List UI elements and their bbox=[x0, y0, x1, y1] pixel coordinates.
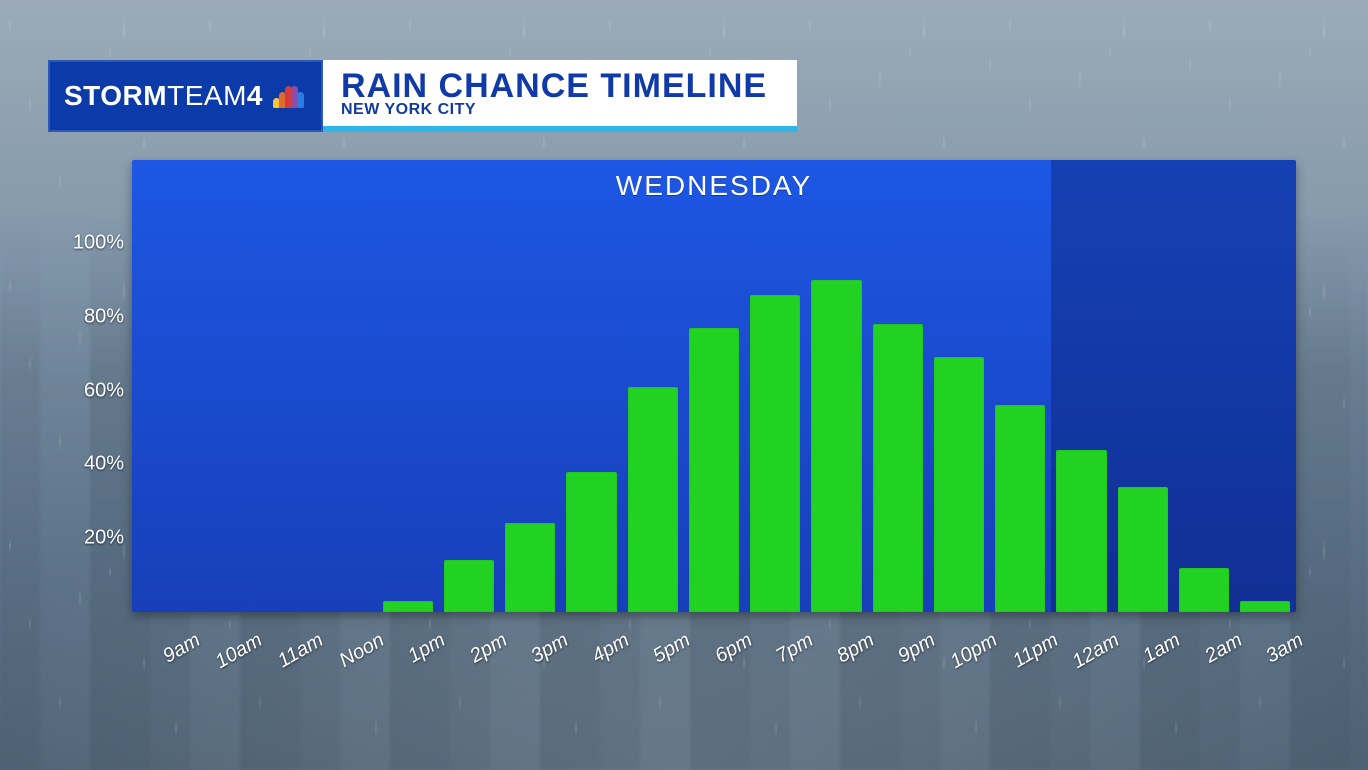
y-axis: 20% 40% 60% 80% 100% bbox=[72, 160, 130, 612]
x-tick: 1pm bbox=[405, 629, 450, 668]
x-tick: 5pm bbox=[650, 629, 695, 668]
bar bbox=[689, 328, 739, 612]
chart-area: 20% 40% 60% 80% 100% WEDNESDAY 9am10am11amNo… bbox=[72, 160, 1296, 680]
y-tick: 80% bbox=[84, 305, 124, 328]
x-tick: 9am bbox=[160, 629, 205, 668]
bar bbox=[934, 357, 984, 612]
bar bbox=[383, 601, 433, 612]
x-tick: 2am bbox=[1201, 629, 1246, 668]
y-tick: 60% bbox=[84, 379, 124, 402]
x-tick: 8pm bbox=[833, 629, 878, 668]
title-box: RAIN CHANCE TIMELINE NEW YORK CITY bbox=[323, 60, 797, 132]
graphic-title: RAIN CHANCE TIMELINE bbox=[341, 69, 767, 103]
x-tick: 10am bbox=[211, 629, 266, 674]
x-tick: 10pm bbox=[946, 629, 1001, 674]
x-tick: 4pm bbox=[588, 629, 633, 668]
bar bbox=[995, 405, 1045, 612]
x-axis: 9am10am11amNoon 1pm 2pm 3pm 4pm 5pm 6pm 7pm 8pm 9… bbox=[132, 612, 1296, 680]
x-tick: 3pm bbox=[527, 629, 572, 668]
x-tick: 1am bbox=[1140, 629, 1185, 668]
y-tick: 100% bbox=[73, 231, 124, 254]
bar bbox=[1179, 568, 1229, 612]
bar bbox=[873, 324, 923, 612]
chart-panel: WEDNESDAY bbox=[132, 160, 1296, 612]
bars-container bbox=[132, 206, 1296, 612]
bar bbox=[628, 387, 678, 612]
x-tick: 7pm bbox=[772, 629, 817, 668]
bar bbox=[1240, 601, 1290, 612]
bar bbox=[1118, 487, 1168, 612]
graphic-subtitle: NEW YORK CITY bbox=[341, 101, 767, 119]
x-tick: 11pm bbox=[1009, 629, 1063, 673]
logo-text-strong: STORM bbox=[64, 80, 167, 112]
x-tick: 2pm bbox=[466, 629, 511, 668]
bar bbox=[811, 280, 861, 612]
x-tick: 12am bbox=[1069, 629, 1124, 674]
x-tick: Noon bbox=[336, 629, 389, 673]
bar bbox=[1056, 450, 1106, 612]
peacock-icon bbox=[273, 84, 303, 108]
bar bbox=[566, 472, 616, 612]
day-label: WEDNESDAY bbox=[132, 170, 1296, 202]
header: STORM TEAM 4 RAIN CHANCE TIMELINE NEW YO… bbox=[48, 60, 797, 132]
x-tick: 11am bbox=[274, 629, 328, 673]
station-logo: STORM TEAM 4 bbox=[48, 60, 323, 132]
bar bbox=[750, 295, 800, 612]
bar bbox=[505, 523, 555, 612]
y-tick: 20% bbox=[84, 527, 124, 550]
logo-text-number: 4 bbox=[247, 80, 263, 112]
x-tick: 9pm bbox=[895, 629, 940, 668]
bar bbox=[444, 560, 494, 612]
y-tick: 40% bbox=[84, 453, 124, 476]
x-tick: 6pm bbox=[711, 629, 756, 668]
logo-text-light: TEAM bbox=[167, 80, 247, 112]
